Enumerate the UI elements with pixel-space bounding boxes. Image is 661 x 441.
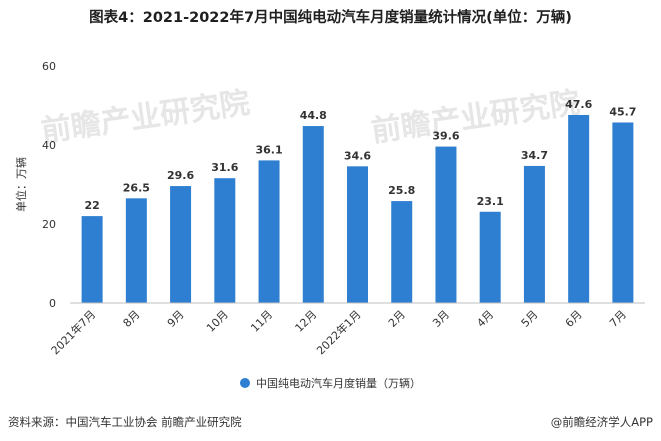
data-label: 36.1: [255, 143, 282, 156]
bar: [170, 186, 192, 303]
bar: [435, 146, 457, 303]
bar: [523, 165, 545, 303]
x-tick-label: 12月: [293, 308, 320, 335]
legend-label: 中国纯电动汽车月度销量（万辆）: [256, 377, 421, 390]
x-tick-label: 11月: [248, 308, 275, 335]
chart-title: 图表4：2021-2022年7月中国纯电动汽车月度销量统计情况(单位：万辆): [89, 10, 572, 26]
credit-note: @前瞻经济学人APP: [550, 415, 653, 429]
data-label: 22: [84, 199, 99, 212]
bar: [479, 211, 501, 303]
bars: [81, 114, 634, 303]
source-note: 资料来源：中国汽车工业协会 前瞻产业研究院: [8, 415, 242, 429]
data-label: 26.5: [123, 181, 150, 194]
y-axis-label-group: 单位：万辆: [14, 157, 28, 212]
y-tick-label: 0: [49, 297, 56, 310]
bar: [391, 201, 413, 303]
x-tick-label: 4月: [474, 308, 496, 330]
bar: [347, 166, 368, 303]
data-label: 34.7: [521, 149, 548, 162]
bar: [612, 122, 634, 303]
data-label: 29.6: [167, 169, 194, 182]
bar: [81, 216, 103, 303]
data-label: 44.8: [300, 109, 327, 122]
legend: 中国纯电动汽车月度销量（万辆）: [0, 375, 661, 391]
x-tick-label: 2月: [386, 308, 408, 330]
bar: [125, 198, 147, 303]
data-label: 34.6: [344, 149, 371, 162]
data-label: 31.6: [211, 161, 238, 174]
data-label: 39.6: [432, 130, 459, 143]
y-axis-label: 单位：万辆: [14, 157, 28, 212]
y-tick-label: 20: [42, 218, 56, 231]
x-tick-label: 3月: [430, 308, 452, 330]
y-tick-label: 40: [42, 139, 56, 152]
x-tick-label: 5月: [519, 308, 541, 330]
x-tick-label: 8月: [121, 308, 143, 330]
data-label: 45.7: [609, 105, 636, 118]
x-tick-label: 2022年1月: [313, 307, 363, 357]
y-axis-ticks: 0 20 40 60: [42, 60, 56, 310]
x-tick-label: 6月: [563, 308, 585, 330]
data-label: 23.1: [477, 195, 504, 208]
value-labels: 22 26.5 29.6 31.6 36.1 44.8 34.6 25.8 39.6 23.1 34…: [84, 98, 636, 212]
y-tick-label: 60: [42, 60, 56, 73]
x-tick-label: 10月: [204, 308, 231, 335]
bar: [258, 160, 280, 303]
data-label: 25.8: [388, 184, 415, 197]
data-label: 47.6: [565, 98, 592, 111]
x-tick-label: 9月: [165, 308, 187, 330]
bar: [214, 178, 236, 303]
bar: [302, 126, 324, 303]
bar: [568, 114, 590, 303]
x-tick-label: 7月: [607, 308, 629, 330]
legend-swatch: [240, 378, 250, 388]
x-tick-label: 2021年7月: [48, 307, 98, 357]
